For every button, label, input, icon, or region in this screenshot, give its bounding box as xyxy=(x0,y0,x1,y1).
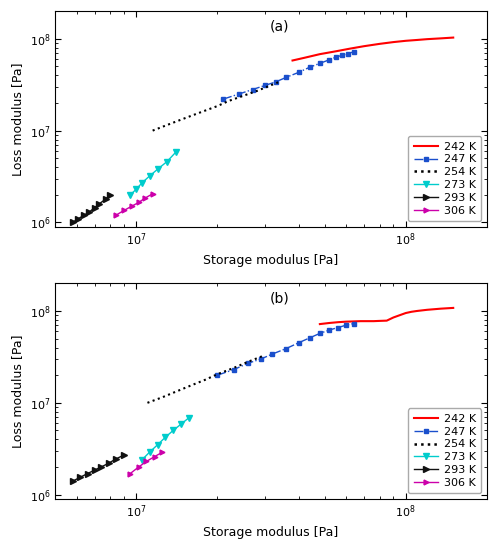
Y-axis label: Loss modulus [Pa]: Loss modulus [Pa] xyxy=(11,334,24,448)
X-axis label: Storage modulus [Pa]: Storage modulus [Pa] xyxy=(203,526,339,539)
X-axis label: Storage modulus [Pa]: Storage modulus [Pa] xyxy=(203,254,339,267)
Y-axis label: Loss modulus [Pa]: Loss modulus [Pa] xyxy=(11,62,24,175)
Legend: 242 K, 247 K, 254 K, 273 K, 293 K, 306 K: 242 K, 247 K, 254 K, 273 K, 293 K, 306 K xyxy=(408,408,482,493)
Text: (a): (a) xyxy=(270,20,289,34)
Legend: 242 K, 247 K, 254 K, 273 K, 293 K, 306 K: 242 K, 247 K, 254 K, 273 K, 293 K, 306 K xyxy=(408,136,482,221)
Text: (b): (b) xyxy=(270,292,289,306)
